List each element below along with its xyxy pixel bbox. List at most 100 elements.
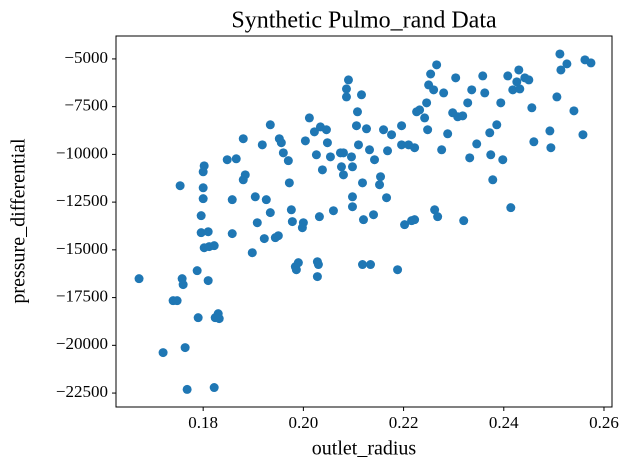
scatter-point (353, 140, 363, 150)
scatter-point (397, 140, 407, 150)
x-tick-label: 0.26 (589, 413, 619, 432)
scatter-point (265, 208, 275, 218)
scatter-point (276, 138, 286, 148)
scatter-point (209, 241, 219, 251)
scatter-point (562, 59, 572, 69)
scatter-point (432, 60, 442, 70)
scatter-point (356, 90, 366, 100)
scatter-point (209, 383, 219, 393)
scatter-point (556, 65, 566, 75)
scatter-point (387, 130, 397, 140)
scatter-point (291, 265, 301, 275)
scatter-point (415, 105, 425, 115)
scatter-point (240, 170, 250, 180)
scatter-point (273, 231, 283, 241)
scatter-point (227, 229, 237, 239)
scatter-point (514, 65, 524, 75)
scatter-point (322, 138, 332, 148)
scatter-point (410, 143, 420, 153)
scatter-point (338, 170, 348, 180)
plot-frame (115, 35, 613, 408)
scatter-point (578, 130, 588, 140)
scatter-point (199, 161, 209, 171)
scatter-point (439, 88, 449, 98)
scatter-point (325, 152, 335, 162)
scatter-point (341, 92, 351, 102)
scatter-point (506, 203, 516, 213)
scatter-point (265, 120, 275, 130)
scatter-point (430, 205, 440, 215)
scatter-point (198, 183, 208, 193)
scatter-point (465, 153, 475, 163)
scatter-point (375, 180, 385, 190)
scatter-point (451, 73, 461, 83)
scatter-point (347, 192, 357, 202)
scatter-point (293, 258, 303, 268)
scatter-point (314, 212, 324, 222)
scatter-point (527, 103, 537, 113)
scatter-point (210, 313, 220, 323)
y-tick-label: −12500 (56, 191, 108, 210)
scatter-point (410, 215, 420, 225)
scatter-point (178, 280, 188, 290)
scatter-point (203, 227, 213, 237)
scatter-point (555, 49, 565, 59)
scatter-point (366, 260, 376, 270)
scatter-point (222, 155, 232, 165)
y-tick-label: −15000 (56, 239, 108, 258)
scatter-point (227, 195, 237, 205)
x-tick-label: 0.22 (389, 413, 419, 432)
scatter-point (485, 128, 495, 138)
scatter-point (257, 140, 267, 150)
scatter-point (238, 134, 248, 144)
scatter-point (182, 384, 192, 394)
scatter-point (311, 150, 321, 160)
scatter-point (437, 145, 447, 155)
scatter-point (278, 148, 288, 158)
scatter-point (463, 98, 473, 108)
scatter-point (467, 85, 477, 95)
scatter-point (379, 125, 389, 135)
scatter-point (552, 92, 562, 102)
scatter-point (369, 210, 379, 220)
scatter-point (458, 111, 468, 121)
y-tick-label: −10000 (56, 143, 108, 162)
scatter-point (175, 181, 185, 191)
scatter-point (480, 88, 490, 98)
scatter-point (512, 77, 522, 87)
scatter-point (529, 137, 539, 147)
scatter-point (376, 172, 386, 182)
scatter-point (313, 260, 323, 270)
scatter-point (515, 84, 525, 94)
scatter-point (397, 121, 407, 131)
chart-title: Synthetic Pulmo_rand Data (231, 8, 497, 34)
scatter-point (420, 113, 430, 123)
scatter-point (459, 216, 469, 226)
scatter-point (283, 156, 293, 166)
scatter-point (286, 205, 296, 215)
scatter-point (304, 113, 314, 123)
scatter-point (259, 234, 269, 244)
scatter-point (284, 178, 294, 188)
scatter-point (193, 313, 203, 323)
scatter-point (247, 248, 257, 258)
scatter-point (422, 98, 432, 108)
scatter-point (203, 276, 213, 286)
scatter-point (492, 120, 502, 130)
scatter-point (134, 274, 144, 284)
scatter-point (433, 212, 443, 222)
scatter-point (317, 165, 327, 175)
scatter-point (393, 265, 403, 275)
scatter-point (309, 127, 319, 137)
scatter-point (508, 85, 518, 95)
scatter-point (365, 145, 375, 155)
scatter-point (429, 85, 439, 95)
scatter-point (498, 155, 508, 165)
scatter-point (328, 206, 338, 216)
scatter-point (231, 154, 241, 164)
scatter-point (312, 272, 322, 282)
scatter-point (400, 220, 410, 230)
scatter-point (261, 195, 271, 205)
scatter-point (426, 69, 436, 79)
